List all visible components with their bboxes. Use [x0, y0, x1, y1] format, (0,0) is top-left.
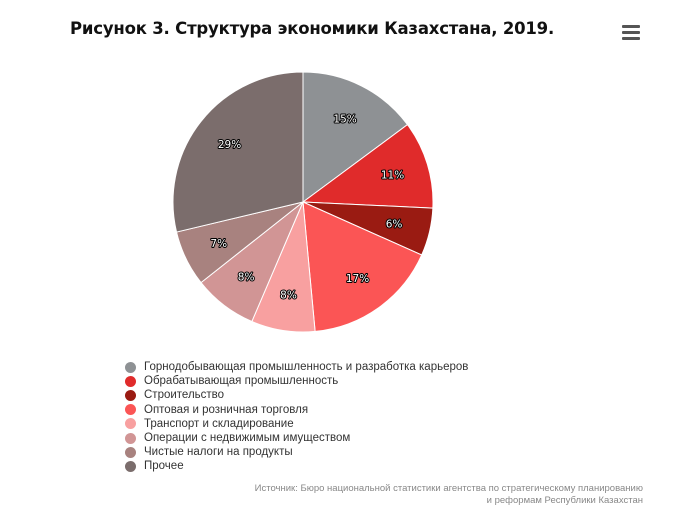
slice-data-label: 8%	[280, 289, 297, 301]
legend-label: Прочее	[144, 460, 184, 473]
legend-marker	[125, 460, 136, 472]
slice-data-label: 15%	[333, 113, 356, 125]
chart-menu-icon[interactable]	[620, 25, 642, 43]
pie-slice[interactable]	[301, 123, 434, 209]
legend-label: Транспорт и складирование	[144, 417, 294, 430]
legend-label: Обрабатывающая промышленность	[144, 375, 339, 388]
slice-data-label: 7%	[210, 238, 227, 250]
legend-marker	[125, 375, 136, 387]
slice-data-label: 17%	[346, 273, 369, 285]
legend-item[interactable]: Транспорт и складирование	[125, 417, 468, 431]
legend-item[interactable]: Строительство	[125, 388, 468, 402]
legend-item[interactable]: Обрабатывающая промышленность	[125, 374, 468, 388]
legend-label: Чистые налоги на продукты	[144, 446, 293, 459]
legend-label: Строительство	[144, 389, 225, 402]
slice-data-label: 29%	[218, 139, 241, 151]
source-note: Источник: Бюро национальной статистики а…	[255, 483, 643, 507]
legend-marker	[125, 446, 136, 458]
legend-item[interactable]: Горнодобывающая промышленность и разрабо…	[125, 360, 468, 374]
legend-marker	[125, 389, 136, 401]
legend-item[interactable]: Прочее	[125, 459, 468, 473]
legend-marker	[125, 432, 136, 444]
pie-slice[interactable]	[172, 71, 304, 233]
source-line-2: и реформам Республики Казахстан	[486, 495, 643, 506]
pie-slice[interactable]	[302, 71, 409, 203]
slice-data-label: 11%	[381, 170, 404, 182]
legend-marker	[125, 404, 136, 416]
legend-label: Оптовая и розничная торговля	[144, 403, 309, 416]
legend-item[interactable]: Оптовая и розничная торговля	[125, 403, 468, 417]
legend-marker	[125, 361, 136, 373]
legend-label: Операции с недвижимым имуществом	[144, 432, 351, 445]
legend-item[interactable]: Операции с недвижимым имуществом	[125, 431, 468, 445]
slice-data-label: 8%	[238, 271, 255, 283]
slice-data-label: 6%	[386, 219, 403, 231]
legend-item[interactable]: Чистые налоги на продукты	[125, 445, 468, 459]
pie-slice[interactable]	[302, 201, 423, 332]
legend-marker	[125, 418, 136, 430]
source-line-1: Источник: Бюро национальной статистики а…	[254, 483, 643, 494]
chart-title: Рисунок 3. Структура экономики Казахстан…	[70, 19, 555, 38]
chart-legend: Горнодобывающая промышленность и разрабо…	[125, 360, 468, 474]
legend-label: Горнодобывающая промышленность и разрабо…	[144, 361, 469, 374]
